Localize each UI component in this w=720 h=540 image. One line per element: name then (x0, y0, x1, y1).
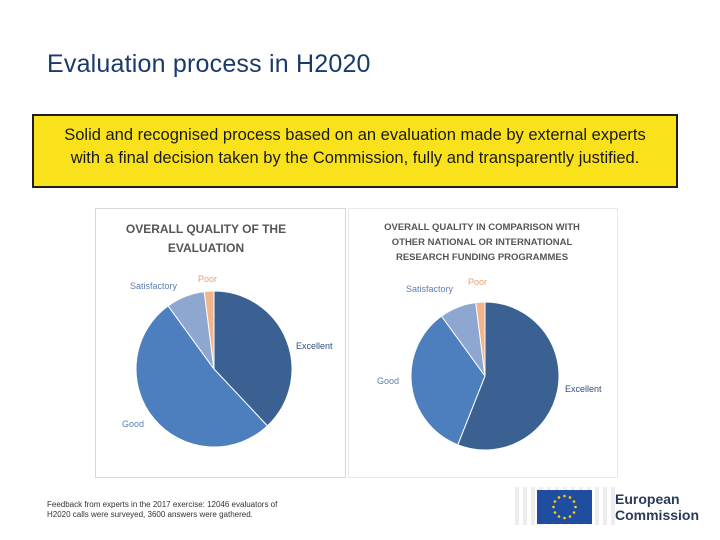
chart-1-slice-poor (203, 290, 215, 370)
chart-1-label-poor: Poor (198, 274, 217, 284)
eu-star-icon (557, 515, 561, 518)
eu-star-icon (568, 496, 572, 499)
chart-2-slice-excellent (457, 301, 560, 451)
logo-line-2: Commission (615, 507, 700, 523)
logo-line-1: European (615, 491, 680, 507)
chart-1-title-line-2: EVALUATION (168, 241, 244, 255)
summary-banner: Solid and recognised process based on an… (32, 114, 678, 188)
eu-star-icon (574, 505, 577, 509)
chart-overall-quality: OVERALL QUALITY OF THE EVALUATION Excellen… (95, 208, 346, 478)
footnote-line-1: Feedback from experts in the 2017 exerci… (47, 500, 278, 509)
eu-star-icon (552, 505, 555, 509)
chart-2-label-poor: Poor (468, 277, 487, 287)
eu-star-icon (553, 500, 557, 503)
eu-star-icon (563, 516, 566, 520)
chart-2-slice-poor (475, 301, 486, 377)
chart-2-label-satisfactory: Satisfactory (406, 284, 454, 294)
eu-star-icon (572, 511, 576, 514)
chart-1-label-good: Good (122, 419, 144, 429)
european-commission-logo: European Commission (515, 487, 699, 525)
eu-star-icon (563, 494, 566, 498)
pie-chart-2: OVERALL QUALITY IN COMPARISON WITH OTHER … (377, 222, 602, 451)
eu-star-icon (572, 500, 576, 503)
chart-quality-comparison: OVERALL QUALITY IN COMPARISON WITH OTHER … (348, 208, 618, 478)
chart-2-title-line-1: OVERALL QUALITY IN COMPARISON WITH (384, 222, 580, 233)
banner-line-1: Solid and recognised process based on an… (64, 126, 646, 144)
footnote: Feedback from experts in the 2017 exerci… (47, 500, 337, 520)
banner-line-2: with a final decision taken by the Commi… (70, 149, 640, 167)
chart-1-label-excellent: Excellent (296, 341, 333, 351)
chart-2-slice-good (410, 315, 486, 446)
eu-star-icon (553, 511, 557, 514)
chart-1-title-line-1: OVERALL QUALITY OF THE (126, 222, 286, 236)
chart-2-title-line-2: OTHER NATIONAL OR INTERNATIONAL (392, 237, 573, 248)
eu-star-icon (568, 515, 572, 518)
chart-2-label-good: Good (377, 376, 399, 386)
eu-star-icon (557, 496, 561, 499)
page-title: Evaluation process in H2020 (47, 50, 371, 78)
eu-flag-icon (537, 490, 592, 524)
chart-1-label-satisfactory: Satisfactory (130, 281, 178, 291)
footnote-line-2: H2020 calls were surveyed, 3600 answers … (47, 510, 253, 519)
chart-1-slice-good (135, 305, 269, 448)
chart-2-label-excellent: Excellent (565, 384, 602, 394)
logo-text: European Commission (615, 491, 699, 523)
chart-2-title-line-3: RESEARCH FUNDING PROGRAMMES (396, 252, 568, 263)
pie-chart-1: OVERALL QUALITY OF THE EVALUATION Excellen… (122, 222, 333, 448)
chart-1-slice-excellent (213, 290, 293, 427)
